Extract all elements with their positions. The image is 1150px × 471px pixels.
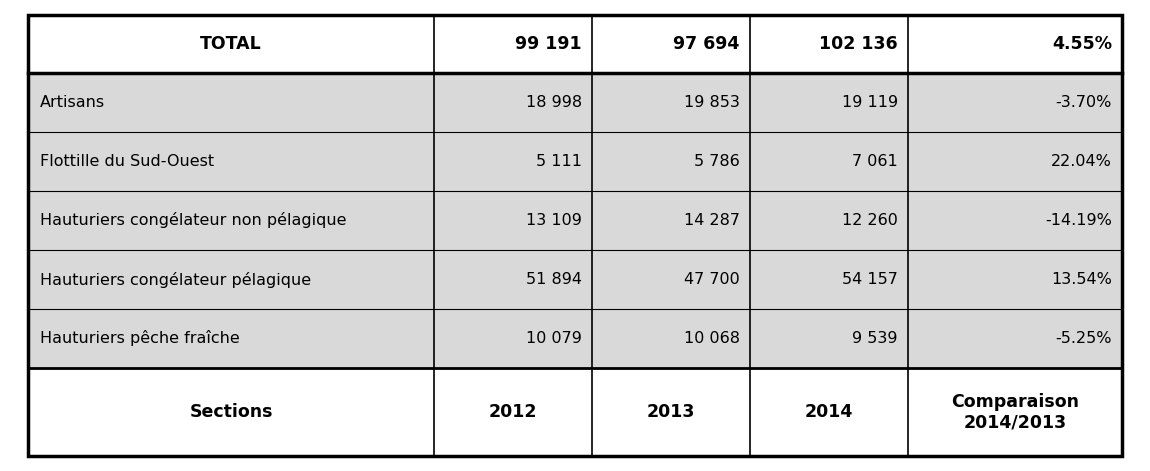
Text: 19 853: 19 853 xyxy=(684,95,739,110)
Bar xyxy=(750,191,907,250)
Bar xyxy=(750,250,907,309)
Bar xyxy=(434,368,592,456)
Text: 99 191: 99 191 xyxy=(515,35,582,53)
Text: 47 700: 47 700 xyxy=(684,272,739,287)
Text: Comparaison
2014/2013: Comparaison 2014/2013 xyxy=(951,393,1079,431)
Bar xyxy=(592,250,750,309)
Bar xyxy=(28,73,434,132)
Bar xyxy=(750,73,907,132)
Bar xyxy=(750,132,907,191)
Bar xyxy=(434,191,592,250)
Bar xyxy=(434,73,592,132)
Text: 13 109: 13 109 xyxy=(526,213,582,228)
Text: 9 539: 9 539 xyxy=(852,331,898,346)
Bar xyxy=(28,250,434,309)
Bar xyxy=(28,191,434,250)
Bar xyxy=(907,73,1122,132)
Bar xyxy=(592,368,750,456)
Bar xyxy=(28,309,434,368)
Text: 2013: 2013 xyxy=(646,403,695,421)
Text: Hauturiers pêche fraîche: Hauturiers pêche fraîche xyxy=(40,331,239,347)
Bar xyxy=(907,132,1122,191)
Text: 5 111: 5 111 xyxy=(536,154,582,169)
Text: 19 119: 19 119 xyxy=(842,95,898,110)
Text: TOTAL: TOTAL xyxy=(200,35,262,53)
Text: 18 998: 18 998 xyxy=(526,95,582,110)
Text: 22.04%: 22.04% xyxy=(1051,154,1112,169)
Bar xyxy=(434,250,592,309)
Bar xyxy=(907,368,1122,456)
Text: 12 260: 12 260 xyxy=(842,213,898,228)
Text: 51 894: 51 894 xyxy=(526,272,582,287)
Text: -3.70%: -3.70% xyxy=(1056,95,1112,110)
Bar xyxy=(28,368,434,456)
Bar xyxy=(907,250,1122,309)
Text: 102 136: 102 136 xyxy=(819,35,898,53)
Text: 97 694: 97 694 xyxy=(674,35,739,53)
Bar xyxy=(592,73,750,132)
Bar xyxy=(907,309,1122,368)
Text: Hauturiers congélateur non pélagique: Hauturiers congélateur non pélagique xyxy=(40,212,346,228)
Bar xyxy=(434,15,592,73)
Text: Sections: Sections xyxy=(190,403,273,421)
Text: 2012: 2012 xyxy=(489,403,537,421)
Bar xyxy=(750,309,907,368)
Text: -5.25%: -5.25% xyxy=(1056,331,1112,346)
Text: 2014: 2014 xyxy=(805,403,853,421)
Bar xyxy=(592,132,750,191)
Text: 5 786: 5 786 xyxy=(695,154,739,169)
Bar xyxy=(750,368,907,456)
Text: 10 079: 10 079 xyxy=(526,331,582,346)
Bar xyxy=(907,191,1122,250)
Text: 13.54%: 13.54% xyxy=(1051,272,1112,287)
Bar xyxy=(750,15,907,73)
Bar xyxy=(434,309,592,368)
Bar xyxy=(592,309,750,368)
Text: Artisans: Artisans xyxy=(40,95,105,110)
Text: 10 068: 10 068 xyxy=(684,331,739,346)
Bar xyxy=(28,132,434,191)
Bar xyxy=(28,15,434,73)
Bar xyxy=(592,15,750,73)
Text: 54 157: 54 157 xyxy=(842,272,898,287)
Bar xyxy=(907,15,1122,73)
Bar xyxy=(434,132,592,191)
Text: -14.19%: -14.19% xyxy=(1045,213,1112,228)
Text: 14 287: 14 287 xyxy=(684,213,739,228)
Text: 4.55%: 4.55% xyxy=(1052,35,1112,53)
Text: 7 061: 7 061 xyxy=(852,154,898,169)
Bar xyxy=(592,191,750,250)
Text: Hauturiers congélateur pélagique: Hauturiers congélateur pélagique xyxy=(40,271,312,287)
Text: Flottille du Sud-Ouest: Flottille du Sud-Ouest xyxy=(40,154,214,169)
